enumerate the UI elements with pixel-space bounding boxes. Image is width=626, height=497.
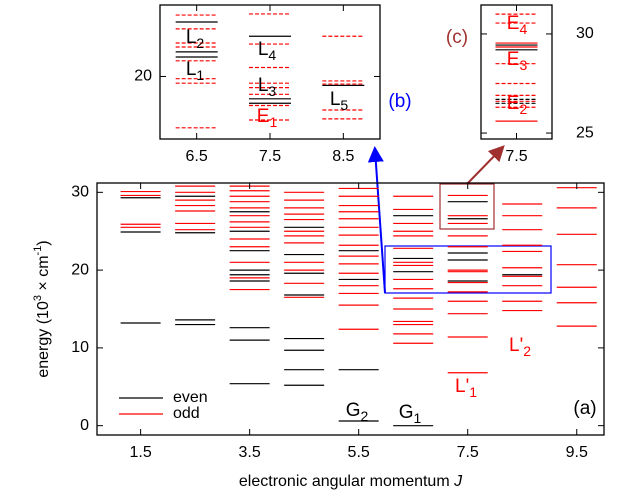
annotation-sub: 3 (268, 83, 276, 99)
x-tick-label: 3.5 (239, 444, 261, 461)
annotation: (a) (573, 398, 596, 419)
y-axis-label-part: 3 (32, 295, 44, 301)
annotation-sub: 3 (519, 57, 527, 73)
legend-label: odd (173, 405, 200, 422)
annotation-sub: 2 (360, 408, 368, 424)
annotation-base: (a) (573, 398, 596, 419)
annotation: E2 (507, 93, 528, 117)
annotation-base: G (346, 400, 361, 421)
annotation-base: E (507, 93, 520, 114)
annotation-sub: 1 (469, 384, 477, 400)
arrow-b (367, 146, 386, 294)
annotation-base: E (507, 49, 520, 70)
annotation: L5 (330, 89, 349, 113)
y-tick-label: 25 (576, 124, 594, 141)
annotation: L1 (186, 59, 205, 83)
annotation-sub: 4 (519, 21, 527, 37)
y-tick-label: 30 (71, 184, 89, 201)
annotation-base: (b) (388, 91, 411, 112)
arrow-c (466, 145, 505, 185)
legend-label: even (173, 389, 208, 406)
annotation: L2 (186, 27, 205, 51)
annotation-sub: 2 (523, 343, 531, 359)
annotation: (b) (388, 91, 411, 112)
zoom-box-c (439, 183, 495, 230)
annotation-base: G (399, 402, 414, 423)
annotation: E3 (507, 49, 528, 73)
annotation-base: L (186, 59, 197, 80)
x-tick-label: 7.5 (457, 444, 479, 461)
x-tick-label: 5.5 (348, 444, 370, 461)
y-axis-label-part: × cm (35, 255, 52, 295)
annotation-base: L' (509, 335, 523, 356)
y-tick-label: 30 (576, 25, 594, 42)
y-axis-label-part: ) (35, 240, 52, 245)
x-tick-label: 6.5 (186, 148, 208, 165)
annotation-base: L' (455, 376, 469, 397)
y-axis-label-part: energy (10 (35, 301, 52, 378)
annotation-base: L (258, 75, 269, 96)
plot-frame (96, 182, 605, 436)
x-axis-label-part: electronic angular momentum (239, 473, 454, 490)
y-tick-label: 20 (134, 68, 152, 85)
annotation-sub: 2 (196, 35, 204, 51)
y-axis-label: energy (103 × cm-1) (32, 240, 52, 377)
annotation-base: L (186, 27, 197, 48)
annotation-base: E (257, 106, 270, 127)
x-tick-label: 1.5 (129, 444, 151, 461)
x-tick-label: 9.5 (566, 444, 588, 461)
x-axis-label-part: J (453, 473, 463, 490)
y-axis-label-part: -1 (32, 246, 44, 256)
annotation-sub: 2 (519, 101, 527, 117)
annotation: G2 (346, 400, 369, 424)
x-axis-label: electronic angular momentum J (239, 473, 463, 490)
annotation-sub: 4 (268, 47, 276, 63)
annotation: E1 (257, 106, 278, 130)
annotation-base: (c) (446, 27, 468, 48)
annotation-sub: 1 (413, 410, 421, 426)
annotation: L'1 (455, 376, 477, 400)
annotation: E4 (507, 13, 528, 37)
annotation: L4 (258, 39, 277, 63)
annotation: L'2 (509, 335, 531, 359)
x-tick-label: 7.5 (259, 148, 281, 165)
annotation-base: L (258, 39, 269, 60)
x-tick-label: 8.5 (332, 148, 354, 165)
x-tick-label: 7.5 (505, 148, 527, 165)
annotation-base: E (507, 13, 520, 34)
y-tick-label: 20 (71, 261, 89, 278)
y-tick-label: 0 (80, 417, 89, 434)
annotation-sub: 5 (340, 97, 348, 113)
annotation: L3 (258, 75, 277, 99)
annotation-sub: 1 (269, 114, 277, 130)
zoom-box-b (384, 245, 552, 294)
annotation: (c) (446, 27, 468, 48)
annotation: G1 (399, 402, 422, 426)
annotation-sub: 1 (196, 67, 204, 83)
annotation-base: L (330, 89, 341, 110)
y-tick-label: 10 (71, 339, 89, 356)
